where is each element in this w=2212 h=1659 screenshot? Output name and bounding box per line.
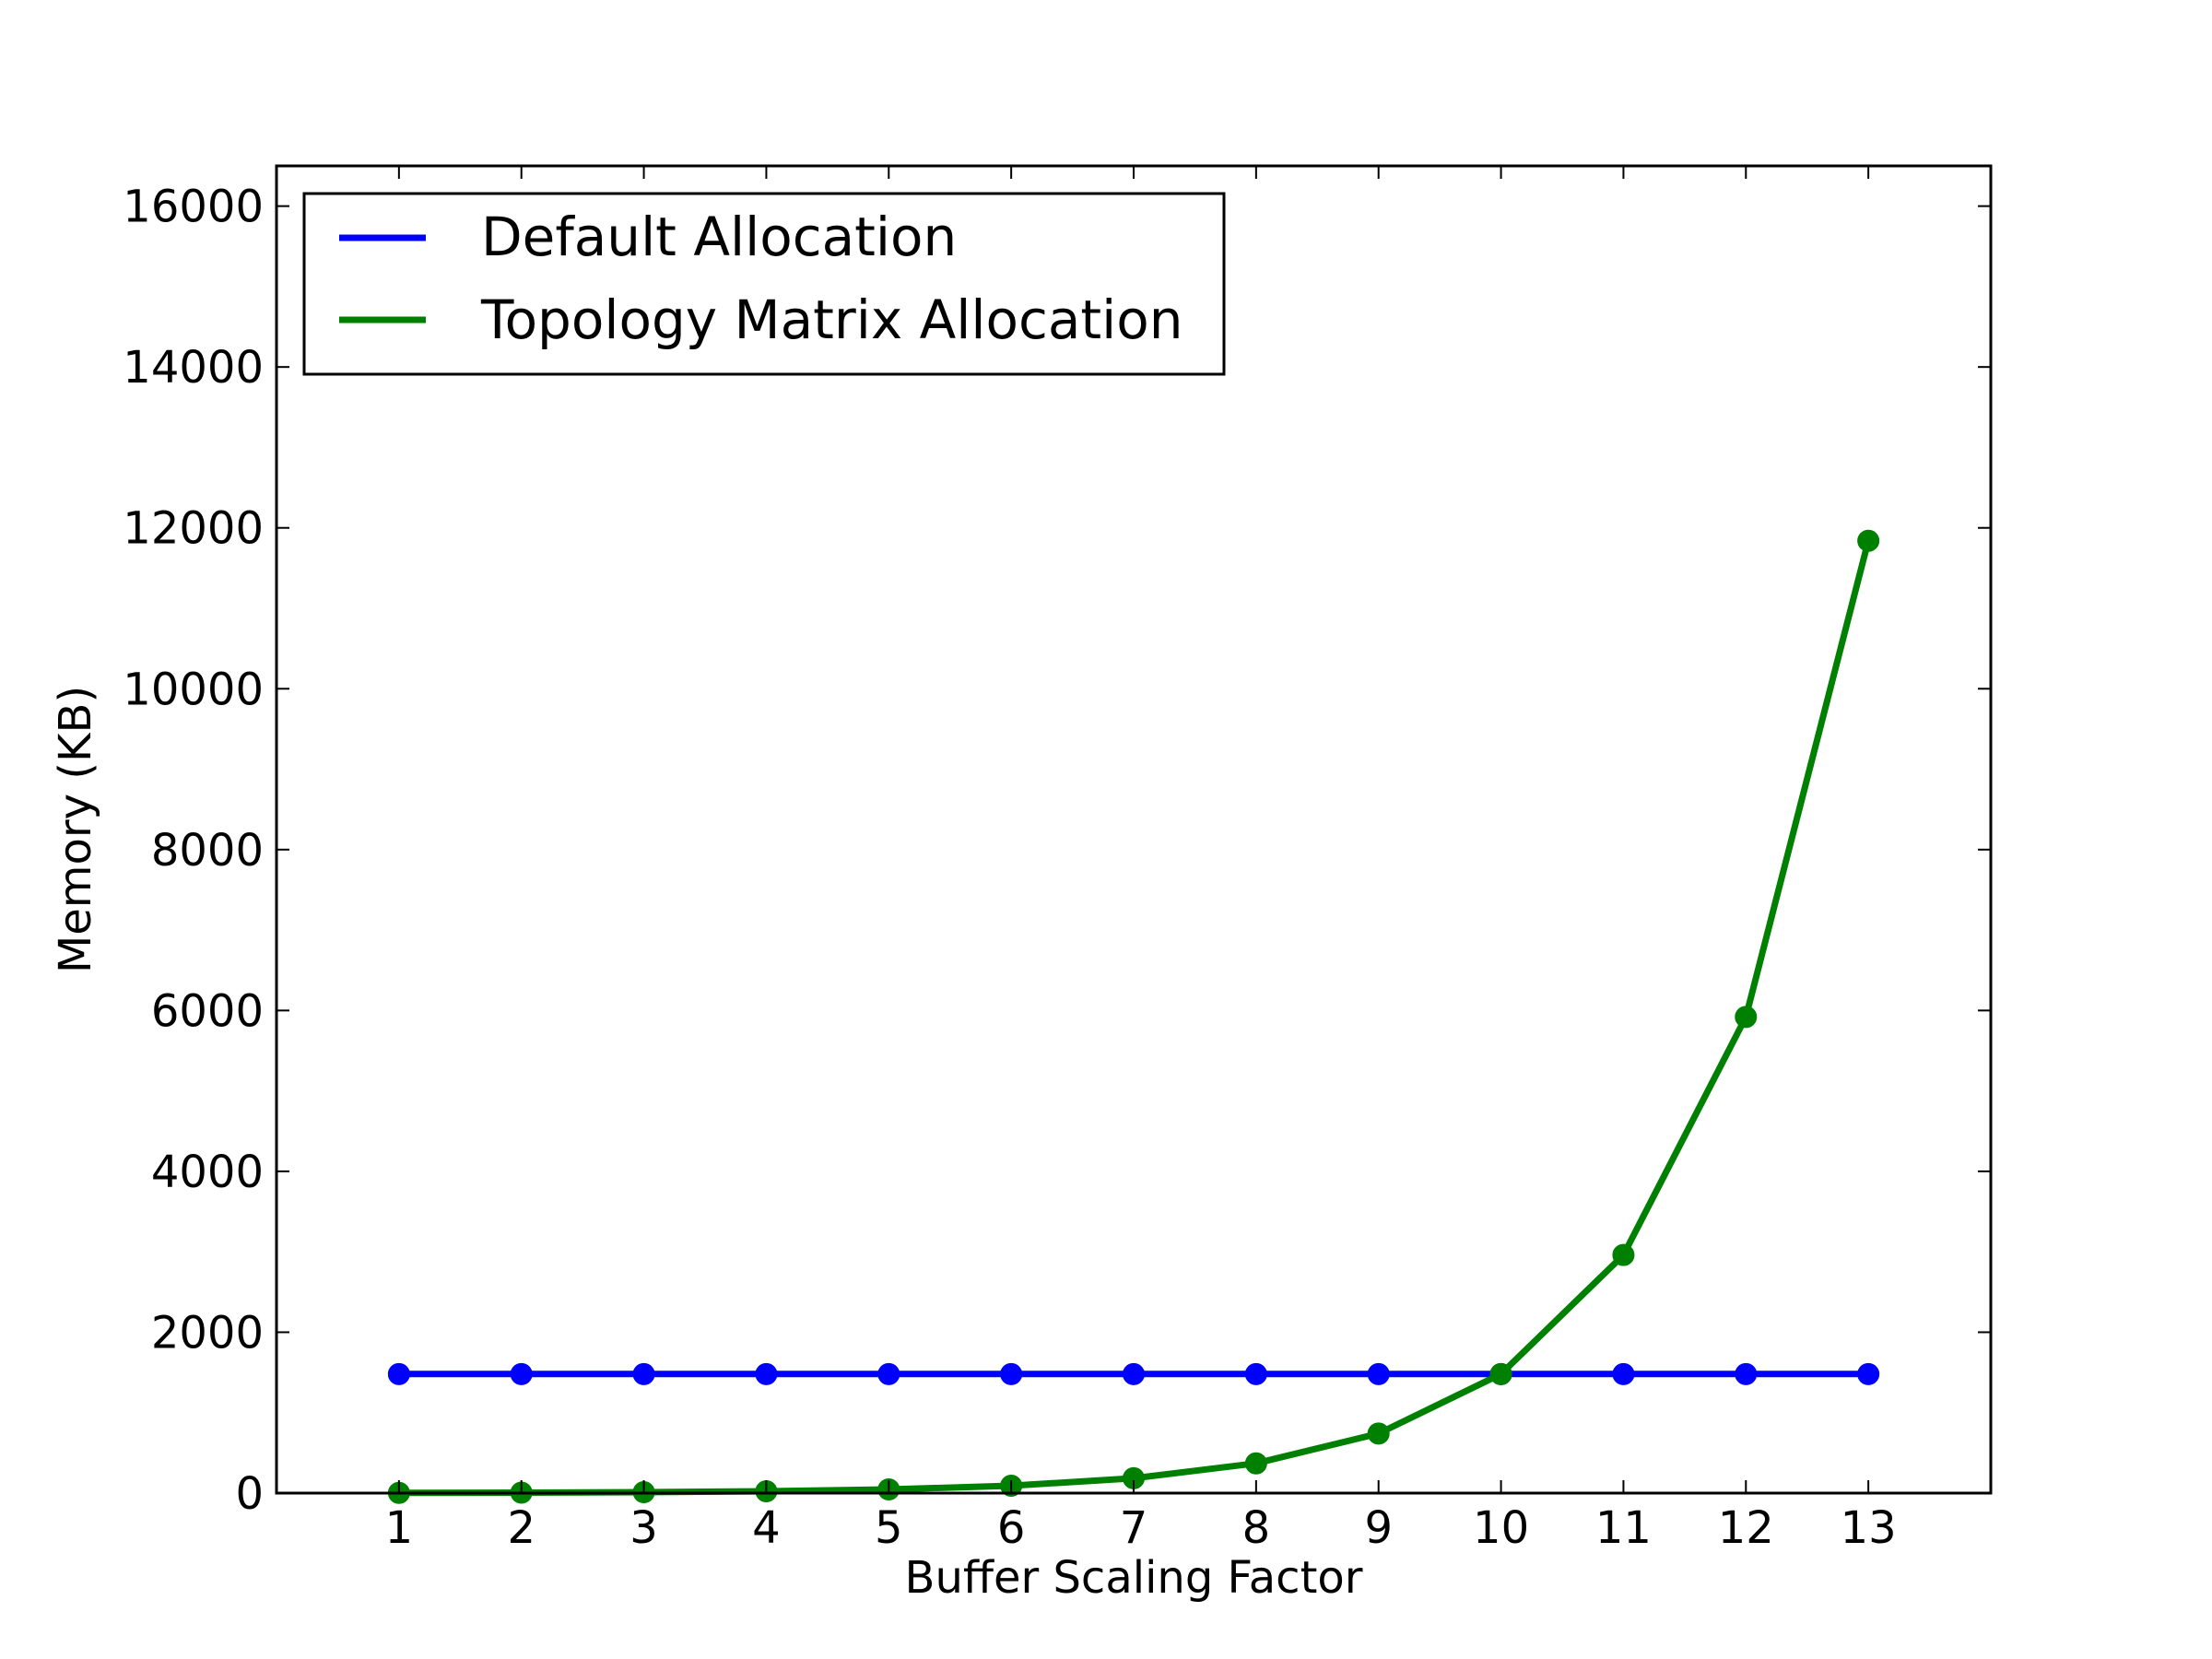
x-tick-label: 13: [1841, 1502, 1897, 1554]
data-point: [1612, 1362, 1635, 1385]
x-tick-label: 10: [1473, 1502, 1529, 1554]
x-tick-label: 5: [875, 1502, 903, 1554]
x-tick-label: 2: [507, 1502, 535, 1554]
data-point: [1612, 1243, 1635, 1266]
legend-label-default: Default Allocation: [481, 206, 957, 268]
legend-box: [302, 192, 1226, 376]
x-tick-label: 6: [997, 1502, 1026, 1554]
x-tick-label: 11: [1595, 1502, 1652, 1554]
x-axis-label: Buffer Scaling Factor: [905, 1552, 1363, 1604]
x-tick-label: 1: [385, 1502, 414, 1554]
y-tick-label: 2000: [151, 1307, 264, 1359]
x-tick-label: 7: [1120, 1502, 1148, 1554]
y-tick-label: 4000: [151, 1147, 264, 1198]
legend: Default Allocation Topology Matrix Alloc…: [302, 192, 1226, 376]
y-tick-label: 6000: [151, 985, 264, 1037]
series-default-allocation: [387, 1362, 1880, 1385]
y-tick-label: 12000: [123, 503, 264, 555]
data-point: [510, 1362, 533, 1385]
y-axis-label: Memory (KB): [50, 686, 101, 973]
data-point: [1244, 1452, 1267, 1475]
x-tick-label: 8: [1242, 1502, 1271, 1554]
x-tick-label: 12: [1718, 1502, 1774, 1554]
data-point: [1244, 1362, 1267, 1385]
x-tick-label: 9: [1364, 1502, 1393, 1554]
y-tick-label: 14000: [123, 342, 264, 394]
ticks-layer: 1 2 3 4 5 6 7 8 9 10 11 12 1302000400060008000100001…: [123, 166, 1991, 1554]
data-point: [1367, 1362, 1390, 1385]
data-point: [1000, 1362, 1023, 1385]
y-tick-label: 0: [235, 1468, 264, 1520]
data-point: [387, 1362, 410, 1385]
data-point: [1857, 1362, 1880, 1385]
y-tick-label: 10000: [123, 664, 264, 715]
data-point: [632, 1362, 655, 1385]
x-tick-label: 4: [752, 1502, 781, 1554]
data-point: [1735, 1006, 1758, 1029]
data-point: [877, 1362, 900, 1385]
data-point: [755, 1362, 778, 1385]
y-tick-label: 16000: [123, 182, 264, 233]
data-point: [1735, 1362, 1758, 1385]
x-tick-label: 3: [629, 1502, 658, 1554]
data-point: [1123, 1362, 1145, 1385]
data-point: [1489, 1362, 1512, 1385]
data-point: [1857, 529, 1880, 552]
y-tick-label: 8000: [151, 825, 264, 877]
legend-label-topology: Topology Matrix Allocation: [480, 288, 1183, 351]
data-point: [1367, 1422, 1390, 1445]
